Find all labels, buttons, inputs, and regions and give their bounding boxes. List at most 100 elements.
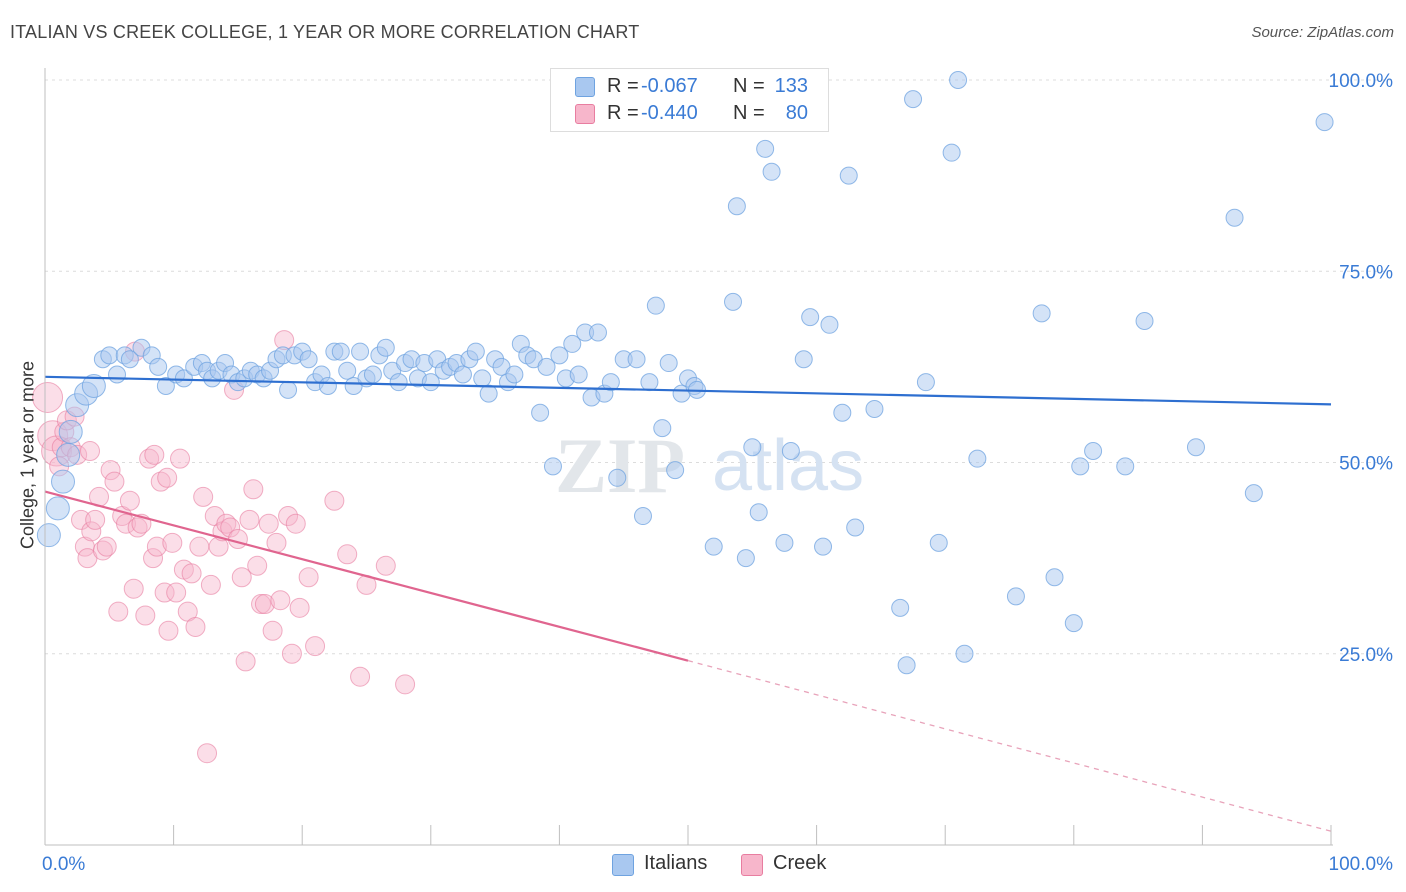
creek-point [85, 509, 106, 530]
italian-point [736, 549, 755, 568]
creek-point [220, 517, 241, 538]
creek-point [262, 620, 283, 641]
creek-point [243, 479, 264, 500]
italian-point [904, 90, 923, 109]
italian-point [865, 399, 884, 418]
italian-point [1032, 304, 1051, 323]
creek-point [200, 574, 221, 595]
chart-title: ITALIAN VS CREEK COLLEGE, 1 YEAR OR MORE… [10, 22, 640, 42]
creek-point [375, 555, 396, 576]
legend-swatch-italians [612, 854, 634, 876]
creek-point [270, 590, 291, 611]
italian-point [389, 373, 408, 392]
italian-point [666, 461, 685, 480]
y-tick-label: 25.0% [1339, 645, 1393, 666]
watermark-atlas: atlas [712, 426, 864, 506]
creek-point [239, 509, 260, 530]
creek-point [119, 490, 140, 511]
italian-point [466, 342, 485, 361]
creek-point [235, 651, 256, 672]
italian-point [563, 334, 582, 353]
italian-point [762, 162, 781, 181]
creek-point [197, 743, 218, 764]
italian-point [653, 419, 672, 438]
creek-point [189, 536, 210, 557]
italian-point [45, 496, 70, 521]
italian-point [955, 644, 974, 663]
italian-points [36, 71, 1334, 675]
italian-point [36, 523, 61, 548]
chart-source: Source: ZipAtlas.com [1251, 24, 1394, 41]
creek-point [181, 563, 202, 584]
italian-point [1045, 568, 1064, 587]
italian-point [633, 507, 652, 526]
italian-point [942, 143, 961, 162]
italian-point [929, 533, 948, 552]
italian-trend-line [44, 375, 1332, 406]
creek-point [146, 536, 167, 557]
tick-labels: 25.0% 50.0% 75.0% 100.0% 0.0% 100.0% [42, 71, 1393, 875]
y-tick-label: 100.0% [1329, 71, 1394, 92]
italian-point [1225, 208, 1244, 227]
italian-point [756, 139, 775, 158]
italian-point [897, 656, 916, 675]
creek-point [154, 582, 175, 603]
italian-point [1116, 457, 1135, 476]
creek-point [123, 578, 144, 599]
italian-point [1244, 484, 1263, 503]
creek-point [216, 513, 237, 534]
italian-point [279, 380, 298, 399]
italian-point [543, 457, 562, 476]
italian-point [891, 598, 910, 617]
italian-point [1064, 614, 1083, 633]
creek-trend-line [44, 490, 689, 662]
creek-point [162, 532, 183, 553]
legend-n-label: N = [733, 102, 765, 124]
italian-point [331, 342, 350, 361]
italian-point [608, 468, 627, 487]
legend-n-value: 80 [785, 102, 808, 124]
creek-point [81, 521, 102, 542]
creek-point [231, 567, 252, 588]
italian-point [916, 373, 935, 392]
creek-point [254, 594, 275, 615]
x-tick-label: 0.0% [42, 854, 85, 875]
italian-point [646, 296, 665, 315]
italian-point [363, 365, 382, 384]
italian-point [421, 373, 440, 392]
italian-point [704, 537, 723, 556]
watermark: ZIP atlas [555, 422, 864, 509]
creek-point [104, 471, 125, 492]
italian-point [1315, 113, 1334, 132]
italian-point [58, 419, 83, 444]
creek-point [193, 486, 214, 507]
italian-point [569, 365, 588, 384]
legend-label-italians: Italians [644, 852, 708, 874]
italian-point [1135, 311, 1154, 330]
legend-swatch-italians [575, 77, 595, 97]
italian-point [968, 449, 987, 468]
italian-point [839, 166, 858, 185]
creek-point [350, 666, 371, 687]
italian-point [640, 373, 659, 392]
italian-point [1006, 587, 1025, 606]
creek-point [135, 605, 156, 626]
italian-point [781, 442, 800, 461]
creek-point [127, 517, 148, 538]
italian-point [814, 537, 833, 556]
axes [44, 68, 1333, 846]
creek-point [92, 540, 113, 561]
legend-n-label: N = [733, 75, 765, 97]
italian-point [1186, 438, 1205, 457]
creek-point [166, 582, 187, 603]
italian-point [338, 361, 357, 380]
italian-point [108, 365, 127, 384]
italian-point [727, 197, 746, 216]
creek-point [227, 529, 248, 549]
creek-point [324, 490, 345, 511]
italian-point [531, 403, 550, 422]
italian-point [743, 438, 762, 457]
italian-point [81, 374, 106, 398]
italian-point [351, 342, 370, 361]
